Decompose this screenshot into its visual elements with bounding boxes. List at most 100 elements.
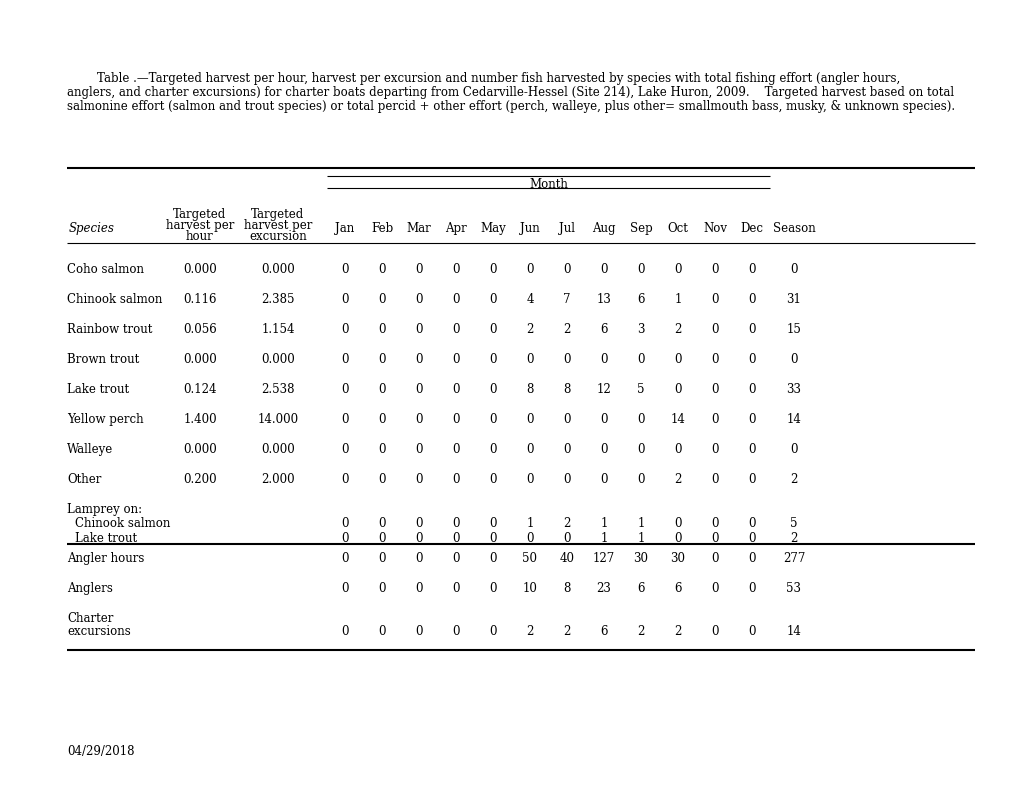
- Text: 1: 1: [674, 293, 681, 306]
- Text: 0: 0: [378, 353, 385, 366]
- Text: 0: 0: [526, 353, 533, 366]
- Text: Lake trout: Lake trout: [75, 532, 137, 545]
- Text: May: May: [480, 222, 505, 235]
- Text: 2: 2: [562, 323, 570, 336]
- Text: 0: 0: [489, 532, 496, 545]
- Text: 0: 0: [341, 552, 348, 565]
- Text: 0: 0: [451, 413, 460, 426]
- Text: 50: 50: [522, 552, 537, 565]
- Text: 0: 0: [748, 473, 755, 486]
- Text: Lamprey on:: Lamprey on:: [67, 503, 142, 516]
- Text: 0: 0: [599, 473, 607, 486]
- Text: 2: 2: [526, 625, 533, 638]
- Text: Table .—Targeted harvest per hour, harvest per excursion and number fish harvest: Table .—Targeted harvest per hour, harve…: [67, 72, 900, 85]
- Text: 0: 0: [489, 552, 496, 565]
- Text: 0: 0: [489, 353, 496, 366]
- Text: 6: 6: [674, 582, 681, 595]
- Text: 2: 2: [562, 625, 570, 638]
- Text: 0: 0: [748, 353, 755, 366]
- Text: 2: 2: [674, 473, 681, 486]
- Text: 0: 0: [415, 517, 422, 530]
- Text: 0: 0: [415, 293, 422, 306]
- Text: 0: 0: [341, 625, 348, 638]
- Text: 0: 0: [674, 263, 681, 276]
- Text: 0: 0: [637, 413, 644, 426]
- Text: 6: 6: [599, 323, 607, 336]
- Text: 8: 8: [526, 383, 533, 396]
- Text: 0: 0: [378, 323, 385, 336]
- Text: Other: Other: [67, 473, 101, 486]
- Text: Walleye: Walleye: [67, 443, 113, 456]
- Text: 0: 0: [341, 293, 348, 306]
- Text: 0: 0: [710, 353, 718, 366]
- Text: 0.000: 0.000: [183, 263, 217, 276]
- Text: Jan: Jan: [335, 222, 355, 235]
- Text: 0: 0: [637, 263, 644, 276]
- Text: 0: 0: [489, 473, 496, 486]
- Text: 0: 0: [562, 413, 571, 426]
- Text: 5: 5: [637, 383, 644, 396]
- Text: 0: 0: [710, 473, 718, 486]
- Text: 5: 5: [790, 517, 797, 530]
- Text: 2: 2: [637, 625, 644, 638]
- Text: Dec: Dec: [740, 222, 763, 235]
- Text: 0: 0: [674, 443, 681, 456]
- Text: 127: 127: [592, 552, 614, 565]
- Text: 0: 0: [748, 532, 755, 545]
- Text: 0: 0: [748, 517, 755, 530]
- Text: Jun: Jun: [520, 222, 539, 235]
- Text: Apr: Apr: [444, 222, 467, 235]
- Text: Brown trout: Brown trout: [67, 353, 140, 366]
- Text: 0: 0: [415, 443, 422, 456]
- Text: 0.000: 0.000: [183, 353, 217, 366]
- Text: 0: 0: [489, 293, 496, 306]
- Text: 0.200: 0.200: [183, 473, 217, 486]
- Text: 0: 0: [378, 443, 385, 456]
- Text: 0.124: 0.124: [183, 383, 217, 396]
- Text: Oct: Oct: [666, 222, 688, 235]
- Text: 6: 6: [637, 582, 644, 595]
- Text: 0: 0: [710, 625, 718, 638]
- Text: 0: 0: [599, 353, 607, 366]
- Text: 12: 12: [596, 383, 610, 396]
- Text: 14: 14: [786, 625, 801, 638]
- Text: 1: 1: [637, 532, 644, 545]
- Text: 0: 0: [489, 625, 496, 638]
- Text: 0: 0: [415, 473, 422, 486]
- Text: 0: 0: [637, 443, 644, 456]
- Text: 0: 0: [378, 625, 385, 638]
- Text: 0: 0: [710, 552, 718, 565]
- Text: 0: 0: [341, 353, 348, 366]
- Text: 0: 0: [674, 353, 681, 366]
- Text: 0: 0: [378, 532, 385, 545]
- Text: 23: 23: [596, 582, 610, 595]
- Text: 0: 0: [341, 582, 348, 595]
- Text: Targeted: Targeted: [251, 208, 305, 221]
- Text: 0: 0: [341, 263, 348, 276]
- Text: 0: 0: [341, 443, 348, 456]
- Text: 277: 277: [782, 552, 804, 565]
- Text: Angler hours: Angler hours: [67, 552, 145, 565]
- Text: 0: 0: [562, 263, 571, 276]
- Text: 0: 0: [790, 443, 797, 456]
- Text: 0: 0: [710, 443, 718, 456]
- Text: 6: 6: [599, 625, 607, 638]
- Text: 0: 0: [415, 353, 422, 366]
- Text: 0: 0: [748, 625, 755, 638]
- Text: 2: 2: [790, 473, 797, 486]
- Text: 0: 0: [489, 582, 496, 595]
- Text: 0: 0: [451, 353, 460, 366]
- Text: 1.400: 1.400: [183, 413, 217, 426]
- Text: 0: 0: [415, 582, 422, 595]
- Text: Sep: Sep: [629, 222, 652, 235]
- Text: 0: 0: [790, 353, 797, 366]
- Text: 0.000: 0.000: [261, 443, 294, 456]
- Text: 0: 0: [710, 383, 718, 396]
- Text: 0: 0: [710, 323, 718, 336]
- Text: 14: 14: [669, 413, 685, 426]
- Text: 0: 0: [415, 323, 422, 336]
- Text: 0: 0: [710, 413, 718, 426]
- Text: 0: 0: [415, 532, 422, 545]
- Text: 2: 2: [674, 323, 681, 336]
- Text: 31: 31: [786, 293, 801, 306]
